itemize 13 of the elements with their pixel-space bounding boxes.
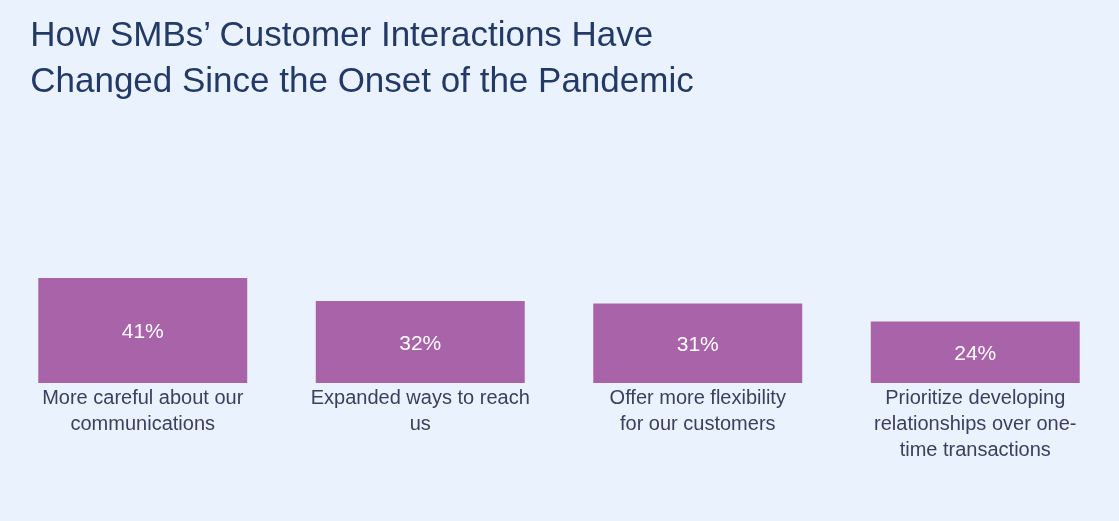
x-tick-label: Prioritize developing relationships over one-time transactions [874,386,1077,460]
chart-title: How SMBs’ Customer Interactions Have Changed Since the Onset of the Pandemic [30,14,694,99]
x-tick-label: Expanded ways to reach us [310,386,530,434]
data-label: 31% [676,331,719,355]
data-label: 24% [954,340,997,364]
bar [38,278,248,383]
data-label: 41% [121,319,164,342]
bar [315,301,525,383]
bar [870,321,1080,383]
x-tick-label: More careful about our communications [42,386,244,434]
x-tick-label: Offer more flexibility for our customers [609,386,786,434]
bar [593,303,803,383]
data-label: 32% [399,330,442,354]
